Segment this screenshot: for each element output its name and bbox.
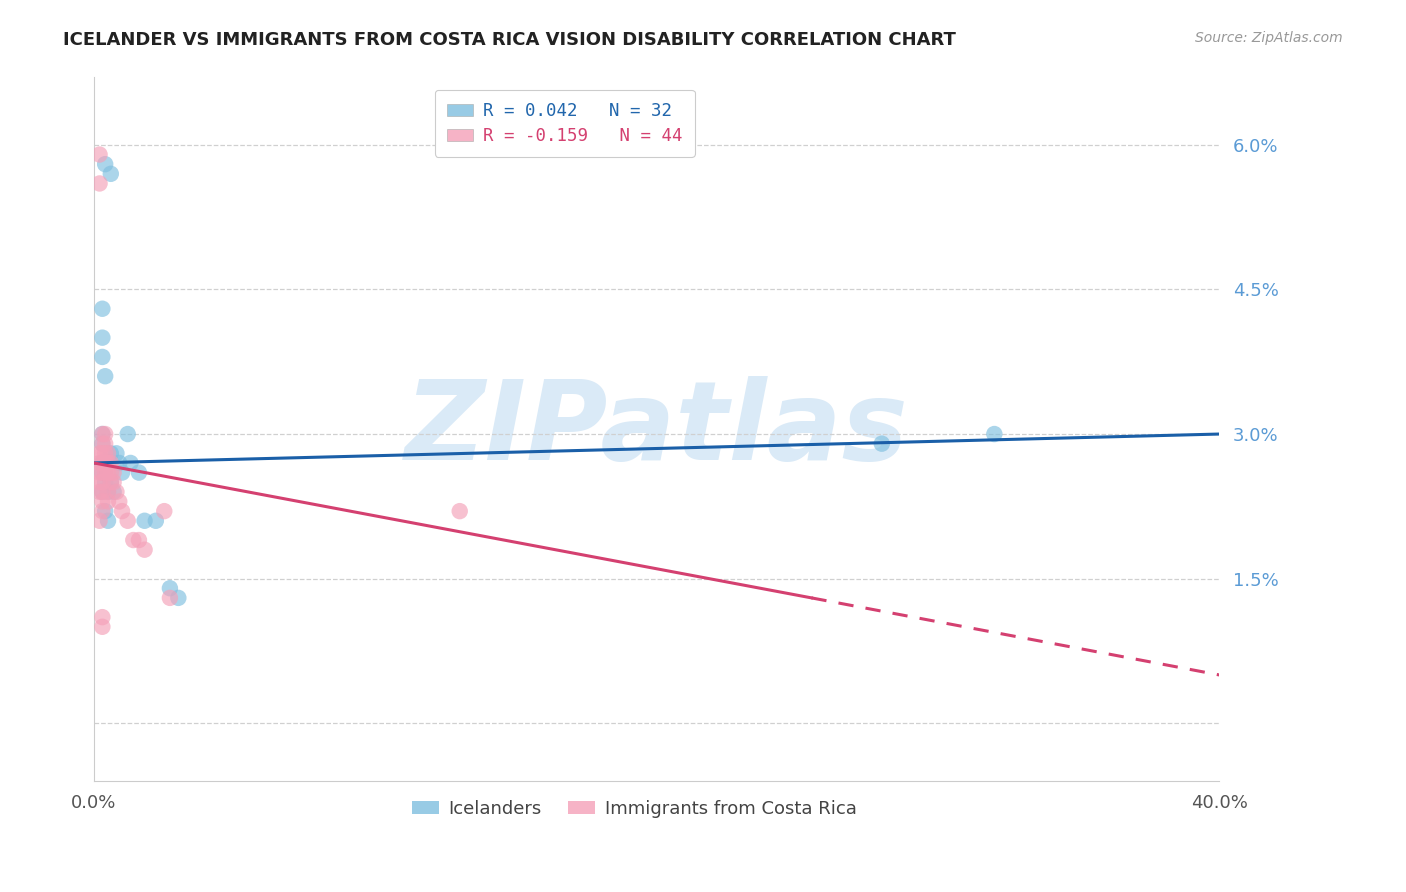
Point — [108, 494, 131, 508]
Point — [94, 475, 117, 490]
Point — [134, 514, 156, 528]
Point — [111, 504, 134, 518]
Point — [91, 350, 114, 364]
Point — [89, 147, 111, 161]
Point — [91, 466, 114, 480]
Point — [94, 456, 117, 470]
Point — [111, 466, 134, 480]
Point — [120, 456, 142, 470]
Point — [91, 475, 114, 490]
Point — [100, 167, 122, 181]
Point — [89, 446, 111, 460]
Point — [94, 427, 117, 442]
Point — [100, 475, 122, 490]
Point — [89, 466, 111, 480]
Point — [91, 456, 114, 470]
Point — [89, 475, 111, 490]
Point — [91, 620, 114, 634]
Point — [91, 446, 114, 460]
Point — [91, 301, 114, 316]
Point — [97, 466, 120, 480]
Point — [91, 484, 114, 499]
Point — [100, 456, 122, 470]
Point — [91, 427, 114, 442]
Point — [128, 533, 150, 547]
Point — [94, 456, 117, 470]
Point — [94, 157, 117, 171]
Point — [91, 484, 114, 499]
Point — [91, 610, 114, 624]
Point — [91, 436, 114, 450]
Point — [97, 446, 120, 460]
Point — [91, 466, 114, 480]
Point — [103, 466, 125, 480]
Text: Source: ZipAtlas.com: Source: ZipAtlas.com — [1195, 31, 1343, 45]
Point — [91, 331, 114, 345]
Point — [94, 369, 117, 384]
Point — [449, 504, 471, 518]
Point — [91, 427, 114, 442]
Point — [870, 436, 893, 450]
Point — [94, 446, 117, 460]
Point — [91, 504, 114, 518]
Point — [167, 591, 190, 605]
Point — [89, 514, 111, 528]
Point — [97, 514, 120, 528]
Point — [117, 514, 139, 528]
Point — [103, 484, 125, 499]
Point — [94, 436, 117, 450]
Point — [91, 456, 114, 470]
Point — [983, 427, 1005, 442]
Point — [89, 456, 111, 470]
Point — [153, 504, 176, 518]
Point — [97, 494, 120, 508]
Point — [100, 466, 122, 480]
Point — [117, 427, 139, 442]
Point — [89, 177, 111, 191]
Point — [94, 466, 117, 480]
Point — [100, 475, 122, 490]
Point — [105, 484, 128, 499]
Point — [97, 484, 120, 499]
Point — [159, 591, 181, 605]
Point — [159, 581, 181, 595]
Point — [94, 504, 117, 518]
Point — [97, 484, 120, 499]
Point — [134, 542, 156, 557]
Point — [100, 446, 122, 460]
Legend: Icelanders, Immigrants from Costa Rica: Icelanders, Immigrants from Costa Rica — [405, 792, 863, 825]
Point — [94, 466, 117, 480]
Point — [97, 456, 120, 470]
Point — [145, 514, 167, 528]
Point — [91, 494, 114, 508]
Point — [108, 456, 131, 470]
Text: ZIPatlas: ZIPatlas — [405, 376, 908, 483]
Point — [89, 484, 111, 499]
Point — [105, 446, 128, 460]
Text: ICELANDER VS IMMIGRANTS FROM COSTA RICA VISION DISABILITY CORRELATION CHART: ICELANDER VS IMMIGRANTS FROM COSTA RICA … — [63, 31, 956, 49]
Point — [122, 533, 145, 547]
Point — [91, 436, 114, 450]
Point — [128, 466, 150, 480]
Point — [103, 475, 125, 490]
